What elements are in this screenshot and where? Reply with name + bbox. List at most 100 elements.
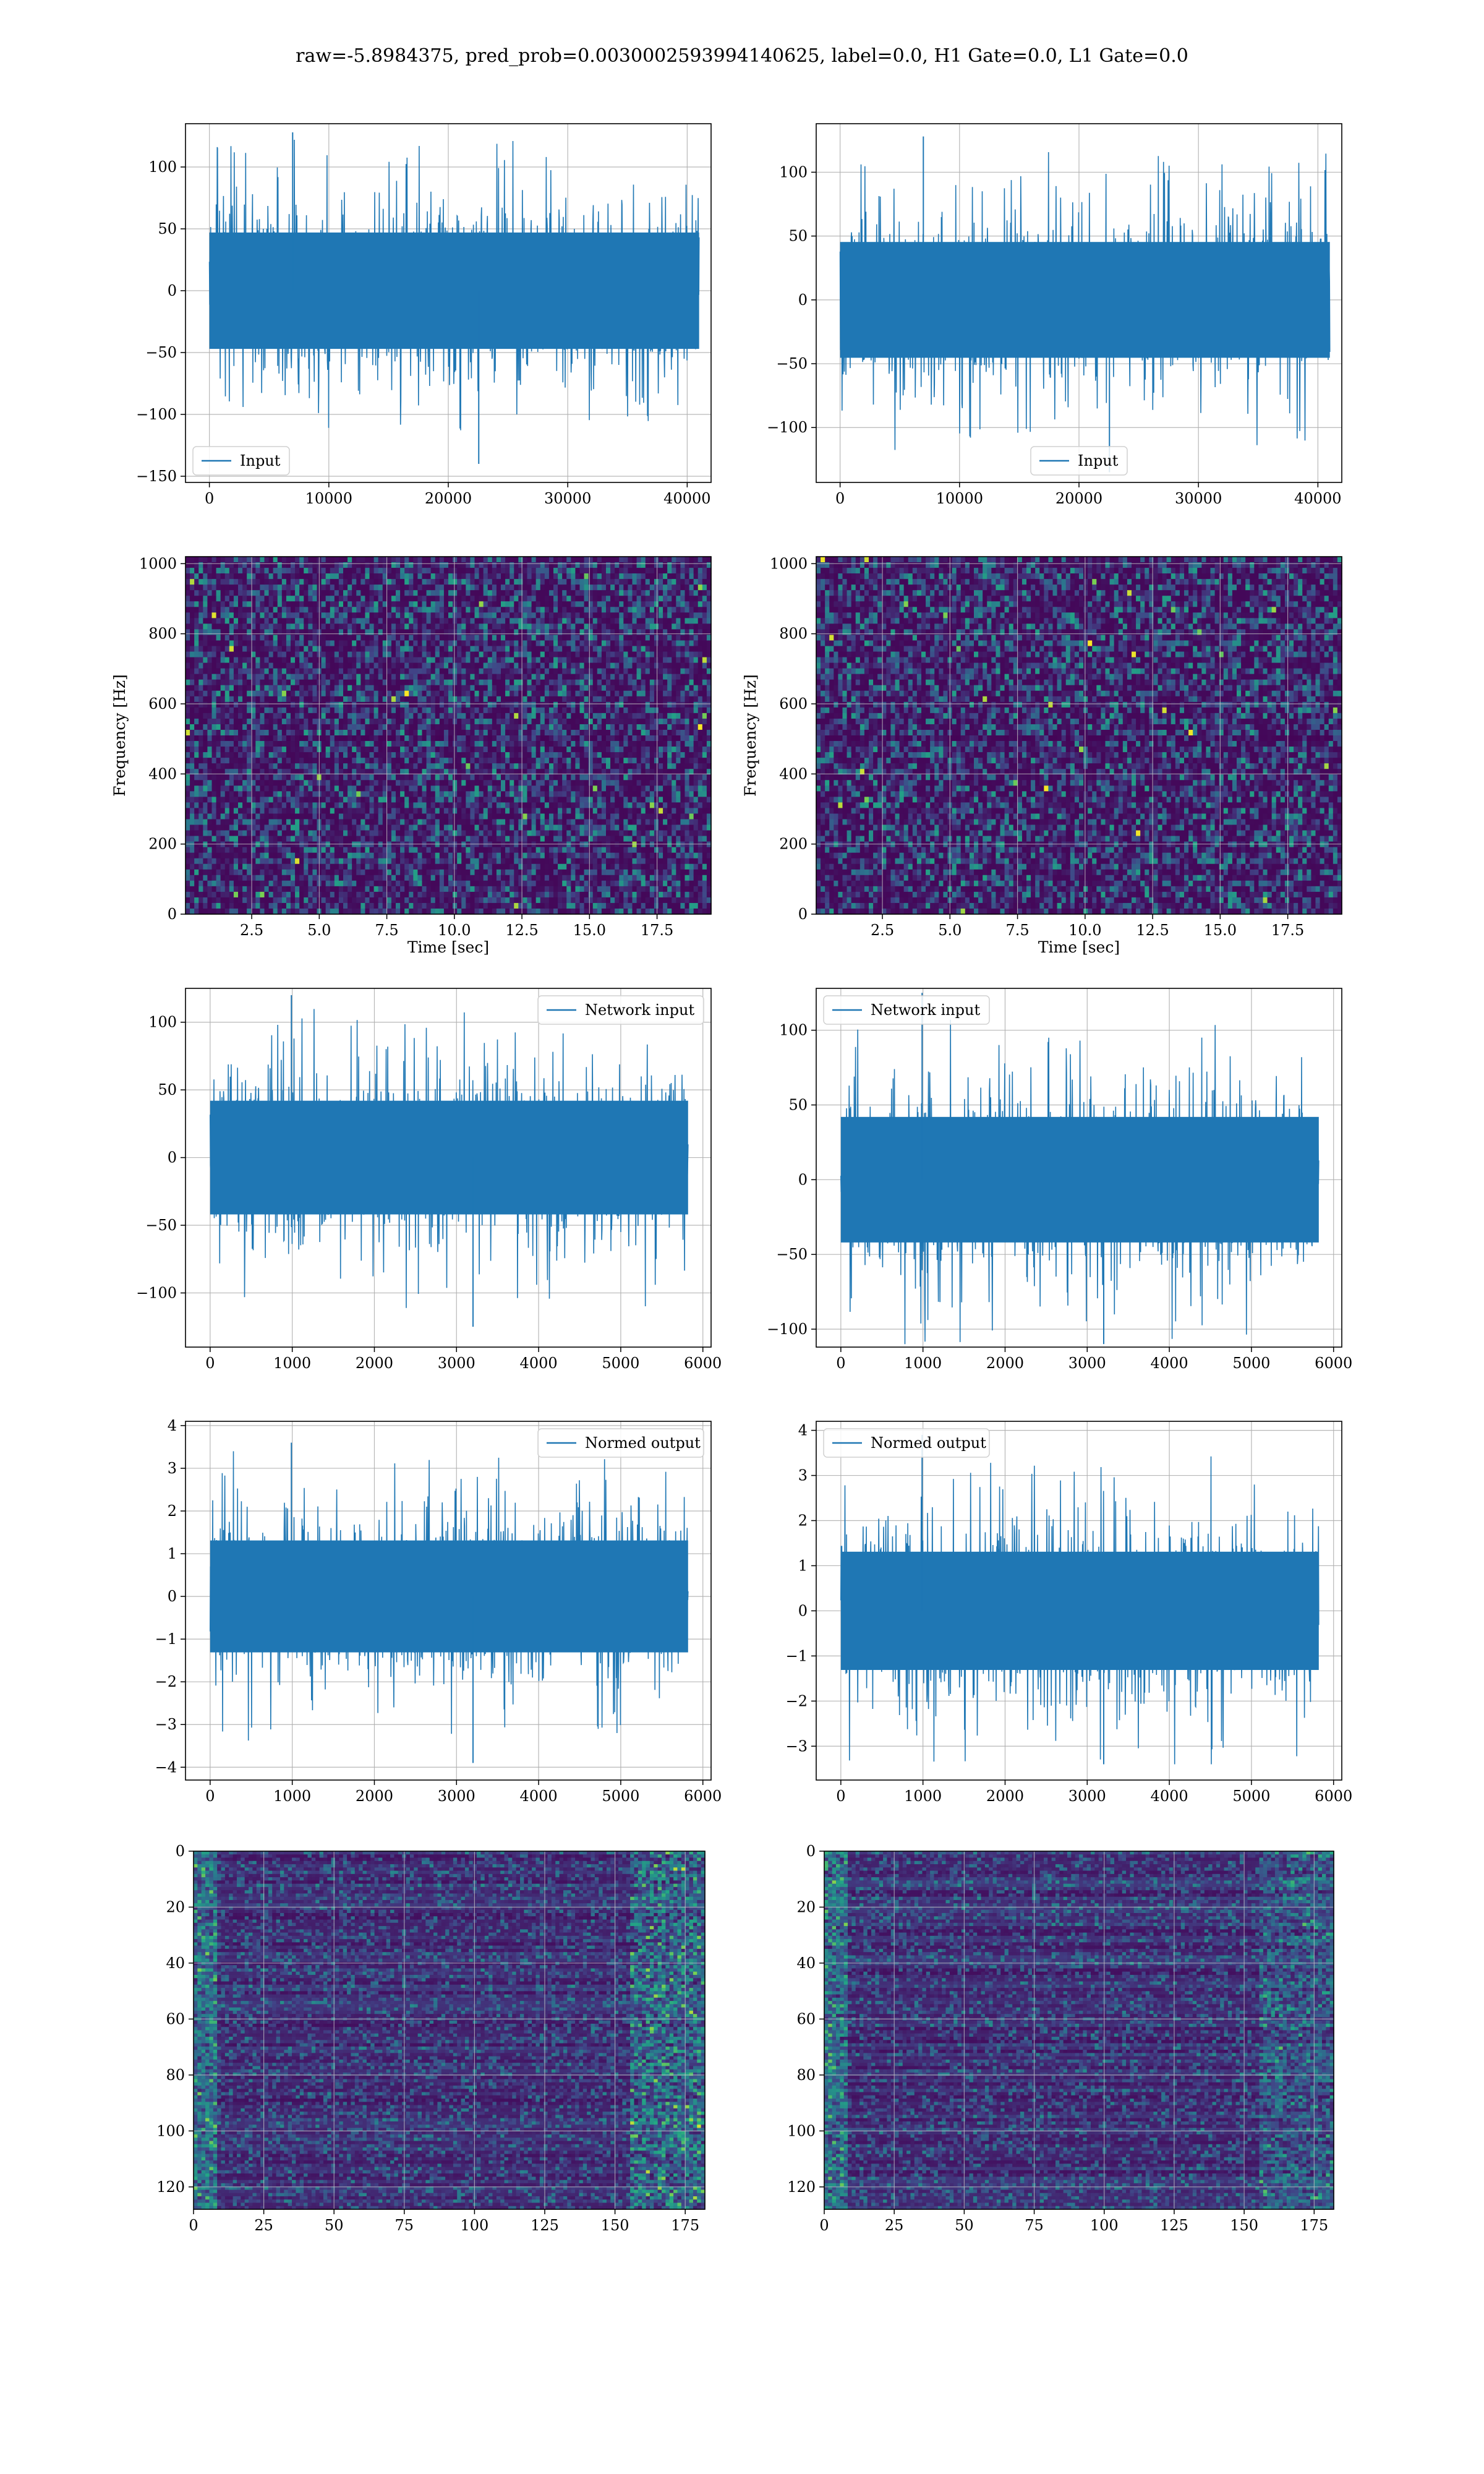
- y-tick-label-7: 3: [168, 1460, 177, 1477]
- x-tick-label-3: 3000: [1068, 1787, 1106, 1805]
- x-tick-label-3: 30000: [1175, 490, 1222, 507]
- y-tick-label-4: 0: [168, 1588, 177, 1605]
- y-tick-label-3: 600: [148, 695, 177, 713]
- legend: Network input: [823, 995, 990, 1025]
- y-tick-label-1: −50: [776, 355, 808, 372]
- y-tick-label-0: 0: [168, 905, 177, 923]
- x-tick-label-4: 4000: [520, 1787, 558, 1805]
- axes-frame: [816, 1421, 1342, 1781]
- y-tick-label-5: 100: [787, 2122, 816, 2139]
- x-tick-label-6: 6000: [684, 1787, 722, 1805]
- grid: [186, 557, 711, 915]
- y-tick-label-1: −50: [145, 1217, 177, 1234]
- axes-frame: [185, 1421, 712, 1781]
- x-tick-label-3: 10.0: [1068, 922, 1101, 939]
- x-tick-label-2: 20000: [1055, 490, 1102, 507]
- panel-row1-left: Input 0 10000 20000 30000 40000 −150 −100 −50 0 50…: [136, 123, 712, 507]
- x-tick-label-4: 100: [460, 2217, 488, 2234]
- legend: Normed output: [823, 1428, 990, 1458]
- legend: Input: [192, 446, 290, 476]
- x-tick-label-5: 5000: [602, 1787, 639, 1805]
- ticks: 0 1000 2000 3000 4000 5000 6000 −3 −2 −1 0 1 2 3 4: [786, 1422, 1353, 1805]
- y-tick-label-0: −3: [786, 1737, 808, 1755]
- y-tick-label-1: −100: [136, 406, 177, 423]
- x-tick-label-5: 5000: [1232, 1355, 1270, 1372]
- x-tick-label-2: 20000: [425, 490, 472, 507]
- x-tick-label-5: 125: [531, 2217, 559, 2234]
- x-tick-label-2: 7.5: [375, 922, 398, 939]
- heatmap-raster: [824, 1851, 1334, 2210]
- legend-frame: [537, 995, 704, 1025]
- x-tick-label-0: 0: [205, 490, 214, 507]
- y-tick-label-5: 1000: [139, 555, 177, 572]
- y-tick-label-0: 0: [798, 905, 808, 923]
- ticks: 0 10000 20000 30000 40000 −150 −100 −50 0 50 100: [136, 158, 710, 507]
- y-tick-label-2: 0: [798, 1171, 808, 1188]
- legend-label: Input: [240, 452, 281, 469]
- x-tick-label-3: 3000: [1068, 1355, 1106, 1372]
- y-tick-label-7: 4: [798, 1422, 808, 1439]
- legend-frame: [192, 446, 290, 476]
- axes-frame: [193, 1851, 706, 2210]
- y-tick-label-4: 1: [798, 1557, 808, 1574]
- x-tick-label-6: 150: [601, 2217, 629, 2234]
- y-tick-label-4: 80: [796, 2066, 816, 2084]
- y-tick-label-5: 1: [168, 1545, 177, 1562]
- series-band: [840, 1551, 1319, 1671]
- legend-label: Network input: [871, 1001, 980, 1019]
- x-tick-label-0: 0: [819, 2217, 829, 2234]
- y-tick-label-2: 0: [168, 1149, 177, 1166]
- x-tick-label-0: 0: [836, 1787, 845, 1805]
- y-tick-label-4: 50: [158, 220, 177, 238]
- y-tick-label-6: 120: [787, 2178, 816, 2196]
- y-tick-label-1: −50: [776, 1246, 808, 1263]
- y-tick-label-5: 1000: [770, 555, 808, 572]
- x-tick-label-2: 2000: [356, 1355, 393, 1372]
- panel-row5-left: 0 25 50 75 100 125 150 175 0 20 40 60 80 100 120: [156, 1843, 706, 2234]
- y-tick-label-2: 400: [148, 765, 177, 782]
- x-tick-label-1: 5.0: [938, 922, 962, 939]
- x-tick-label-3: 10.0: [438, 922, 471, 939]
- y-tick-label-1: −2: [786, 1692, 808, 1710]
- y-tick-label-5: 100: [156, 2122, 185, 2139]
- panel-row5-right: 0 25 50 75 100 125 150 175 0 20 40 60 80 100 120: [787, 1843, 1334, 2234]
- y-tick-label-6: 2: [168, 1502, 177, 1520]
- y-tick-label-1: 20: [166, 1898, 185, 1915]
- y-tick-label-0: −4: [155, 1758, 177, 1776]
- axes-frame: [185, 556, 712, 915]
- heatmap-raster: [194, 1851, 706, 2210]
- ticks: 2.5 5.0 7.5 10.0 12.5 15.0 17.5 0 200 400 600 800 10…: [139, 555, 673, 939]
- axes-frame: [816, 556, 1342, 915]
- y-tick-label-3: 50: [788, 228, 808, 245]
- x-tick-label-4: 40000: [663, 490, 710, 507]
- x-tick-label-4: 4000: [520, 1355, 558, 1372]
- y-tick-label-2: 400: [779, 765, 808, 782]
- x-tick-label-1: 10000: [305, 490, 352, 507]
- x-tick-label-1: 5.0: [307, 922, 331, 939]
- y-tick-label-5: 2: [798, 1512, 808, 1530]
- x-tick-label-7: 175: [671, 2217, 699, 2234]
- y-tick-label-4: 100: [148, 1014, 177, 1031]
- x-tick-label-6: 17.5: [641, 922, 673, 939]
- y-tick-label-0: −100: [767, 1320, 808, 1338]
- x-tick-label-3: 3000: [438, 1787, 475, 1805]
- x-tick-label-2: 2000: [356, 1787, 393, 1805]
- x-tick-label-1: 1000: [904, 1355, 942, 1372]
- x-tick-label-5: 15.0: [1204, 922, 1237, 939]
- series-band: [840, 1116, 1319, 1243]
- x-tick-label-1: 1000: [273, 1355, 311, 1372]
- y-tick-label-1: −3: [155, 1716, 177, 1733]
- x-tick-label-6: 17.5: [1271, 922, 1304, 939]
- y-tick-label-0: 0: [806, 1843, 816, 1860]
- x-tick-label-2: 7.5: [1005, 922, 1029, 939]
- x-tick-label-1: 1000: [904, 1787, 942, 1805]
- legend: Normed output: [537, 1428, 704, 1458]
- panel-row4-right: Normed output 0 1000 2000 3000 4000 5000 6000 −3…: [786, 1421, 1353, 1805]
- x-tick-label-3: 3000: [438, 1355, 475, 1372]
- legend: Network input: [537, 995, 704, 1025]
- y-tick-label-2: −1: [786, 1647, 808, 1664]
- ticks: 0 1000 2000 3000 4000 5000 6000 −4 −3 −2 −1 0 1 2 3 4: [155, 1417, 722, 1805]
- ticks: 0 25 50 75 100 125 150 175 0 20 40 60 80 100 120: [787, 1843, 1328, 2234]
